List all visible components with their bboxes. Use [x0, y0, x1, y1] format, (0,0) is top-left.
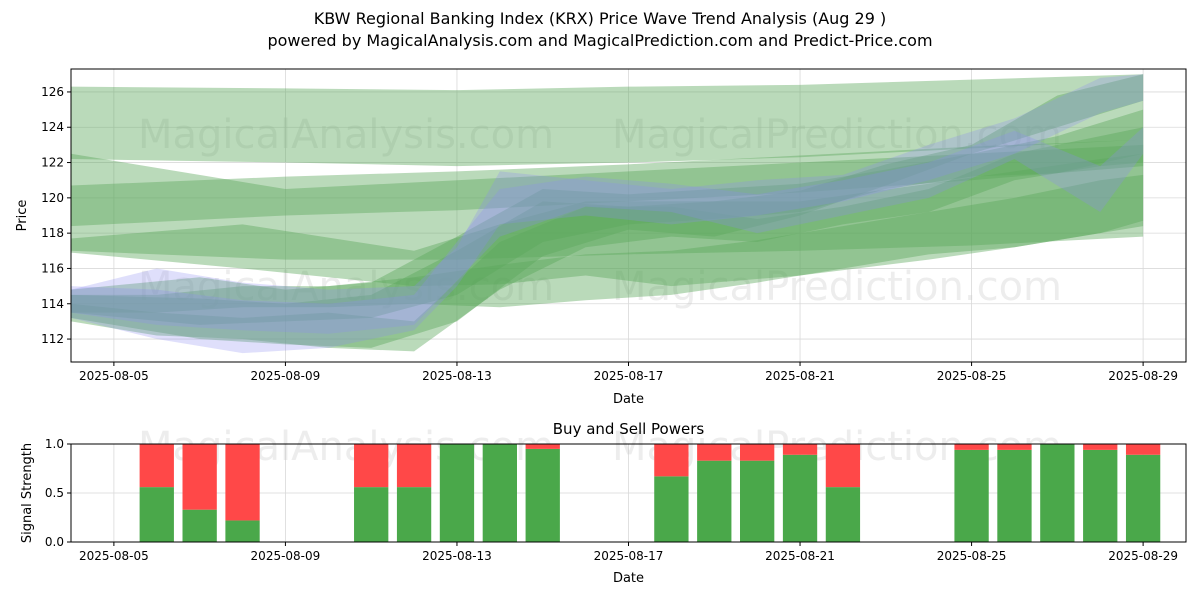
x-tick-label: 2025-08-21 — [765, 549, 835, 563]
sell-bar — [740, 444, 775, 461]
sell-bar — [782, 444, 818, 455]
sell-bar — [182, 444, 217, 510]
chart-title: KBW Regional Banking Index (KRX) Price W… — [313, 9, 887, 28]
y-tick-label: 124 — [41, 120, 64, 134]
watermark: MagicalAnalysis.com — [138, 112, 554, 158]
x-axis-label: Date — [613, 392, 644, 407]
watermark: MagicalPrediction.com — [612, 112, 1062, 158]
price-band-9 — [71, 74, 1144, 354]
x-tick-label: 2025-08-13 — [422, 369, 492, 383]
price-band-10 — [71, 127, 1144, 334]
y-tick-label: 118 — [41, 226, 64, 240]
x-tick-label: 2025-08-17 — [594, 549, 664, 563]
y-tick-label: 1.0 — [45, 437, 64, 451]
y-tick-label: 120 — [41, 191, 64, 205]
price-band-7 — [71, 127, 1144, 352]
x-tick-label: 2025-08-05 — [79, 549, 149, 563]
buy-bar — [740, 460, 775, 542]
buy-bar — [954, 449, 989, 542]
x-tick-label: 2025-08-13 — [422, 549, 492, 563]
y-tick-label: 0.5 — [45, 486, 64, 500]
buy-bar — [782, 454, 818, 542]
x-tick-label: 2025-08-29 — [1108, 549, 1178, 563]
sell-bar — [825, 444, 861, 488]
buy-bar — [354, 487, 389, 542]
sell-bar — [139, 444, 174, 488]
buy-bar — [482, 444, 517, 542]
sell-bar — [1083, 444, 1118, 450]
x-axis-label: Date — [613, 571, 644, 586]
price-band-6 — [71, 109, 1144, 325]
y-tick-label: 116 — [41, 261, 64, 275]
price-band-5 — [71, 74, 1144, 348]
x-tick-label: 2025-08-29 — [1108, 369, 1178, 383]
buy-bar — [1125, 454, 1161, 542]
y-axis-label: Price — [15, 200, 30, 232]
signal-panel: MagicalAnalysis.comMagicalPrediction.com… — [20, 420, 1187, 586]
sell-bar — [954, 444, 989, 450]
x-tick-label: 2025-08-25 — [937, 549, 1007, 563]
buy-bar — [139, 487, 174, 542]
x-tick-label: 2025-08-17 — [594, 369, 664, 383]
y-tick-label: 112 — [41, 332, 64, 346]
y-tick-label: 122 — [41, 156, 64, 170]
x-tick-label: 2025-08-25 — [937, 369, 1007, 383]
sell-bar — [1125, 444, 1161, 455]
sell-bar — [654, 444, 689, 477]
sell-bar — [525, 444, 560, 449]
price-panel: MagicalAnalysis.com MagicalPrediction.com… — [15, 68, 1187, 407]
buy-bar — [1083, 449, 1118, 542]
price-band-3 — [71, 139, 1144, 227]
x-tick-label: 2025-08-09 — [251, 369, 321, 383]
price-band-2 — [71, 144, 1144, 260]
sell-bar — [997, 444, 1032, 450]
buy-bar — [225, 520, 260, 542]
sell-bar — [396, 444, 432, 488]
sell-bar — [354, 444, 389, 488]
buy-bar — [997, 449, 1032, 542]
sell-bar — [225, 444, 260, 521]
buy-bar — [525, 448, 560, 542]
y-axis-label: Signal Strength — [20, 443, 35, 543]
y-tick-label: 114 — [41, 297, 64, 311]
x-tick-label: 2025-08-05 — [79, 369, 149, 383]
y-tick-label: 126 — [41, 85, 64, 99]
buy-bar — [182, 509, 217, 542]
sell-bar — [697, 444, 732, 461]
buy-bar — [825, 487, 861, 542]
price-band-8 — [71, 174, 1144, 313]
watermark: MagicalAnalysis.com — [138, 264, 554, 310]
buy-bar — [1040, 444, 1075, 542]
buy-bar — [697, 460, 732, 542]
chart-subtitle: powered by MagicalAnalysis.com and Magic… — [267, 31, 933, 50]
buy-bar — [654, 476, 689, 542]
y-tick-label: 0.0 — [45, 535, 64, 549]
signal-panel-title: Buy and Sell Powers — [553, 420, 705, 438]
price-band-1 — [71, 74, 1144, 167]
x-tick-label: 2025-08-21 — [765, 369, 835, 383]
buy-bar — [396, 487, 432, 542]
buy-bar — [439, 444, 475, 542]
x-tick-label: 2025-08-09 — [251, 549, 321, 563]
watermark: MagicalPrediction.com — [612, 264, 1062, 310]
price-band-4 — [71, 153, 1144, 287]
